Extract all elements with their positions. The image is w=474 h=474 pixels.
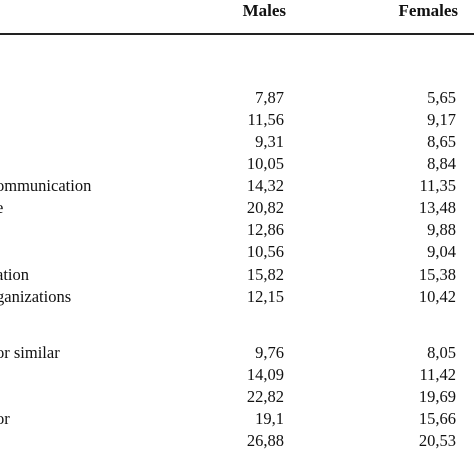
table-row: ation 15,82 15,38 bbox=[0, 264, 474, 286]
males-value: 11,56 bbox=[247, 110, 284, 129]
males-value: 22,82 bbox=[246, 387, 284, 406]
table-row: or similar 9,76 8,05 bbox=[0, 342, 474, 364]
table-row: 10,05 8,84 bbox=[0, 153, 474, 175]
row-label: e bbox=[0, 197, 3, 219]
females-value: 8,84 bbox=[427, 154, 456, 173]
males-value: 20,82 bbox=[246, 198, 284, 217]
males-value: 9,31 bbox=[255, 132, 284, 151]
females-value: 9,17 bbox=[427, 110, 456, 129]
column-header-males: Males bbox=[242, 1, 286, 20]
table-row: 12,86 9,88 bbox=[0, 219, 474, 241]
males-value: 7,87 bbox=[255, 88, 284, 107]
row-label: or bbox=[0, 409, 10, 428]
males-value: 10,05 bbox=[246, 154, 284, 173]
row-label: ommunication bbox=[0, 176, 92, 195]
table-row: 9,31 8,65 bbox=[0, 131, 474, 153]
females-value: 19,69 bbox=[418, 387, 456, 406]
males-value: 19,1 bbox=[255, 409, 284, 428]
females-value: 11,42 bbox=[419, 365, 456, 384]
column-header-females: Females bbox=[398, 1, 458, 20]
females-value: 20,53 bbox=[418, 431, 456, 450]
table-row: 26,88 20,53 bbox=[0, 430, 474, 452]
males-value: 14,32 bbox=[246, 176, 284, 195]
table-row: 22,82 19,69 bbox=[0, 386, 474, 408]
males-value: 12,15 bbox=[246, 287, 284, 306]
males-value: 10,56 bbox=[246, 242, 284, 261]
table-row: or 19,1 15,66 bbox=[0, 408, 474, 430]
row-label: or similar bbox=[0, 343, 60, 362]
females-value: 5,65 bbox=[427, 88, 456, 107]
table-row: 14,09 11,42 bbox=[0, 364, 474, 386]
females-value: 13,48 bbox=[418, 198, 456, 217]
females-value: 10,42 bbox=[418, 287, 456, 306]
row-label: ation bbox=[0, 265, 29, 284]
females-value: 8,05 bbox=[427, 343, 456, 362]
table-row: ganizations 12,15 10,42 bbox=[0, 286, 474, 308]
table-row: 11,56 9,17 bbox=[0, 109, 474, 131]
table-row: 7,87 5,65 bbox=[0, 87, 474, 109]
table-row: 10,56 9,04 bbox=[0, 241, 474, 263]
females-value: 15,38 bbox=[418, 265, 456, 284]
males-value: 26,88 bbox=[246, 431, 284, 450]
header-rule bbox=[0, 33, 474, 35]
males-value: 9,76 bbox=[255, 343, 284, 362]
row-label: ganizations bbox=[0, 287, 72, 306]
table-row: ommunication 14,32 11,35 bbox=[0, 175, 474, 197]
males-value: 14,09 bbox=[246, 365, 284, 384]
females-value: 9,04 bbox=[427, 242, 456, 261]
females-value: 15,66 bbox=[418, 409, 456, 428]
females-value: 8,65 bbox=[427, 132, 456, 151]
table-row: e 20,82 13,48 bbox=[0, 197, 474, 219]
females-value: 11,35 bbox=[419, 176, 456, 195]
females-value: 9,88 bbox=[427, 220, 456, 239]
males-value: 12,86 bbox=[246, 220, 284, 239]
males-value: 15,82 bbox=[246, 265, 284, 284]
